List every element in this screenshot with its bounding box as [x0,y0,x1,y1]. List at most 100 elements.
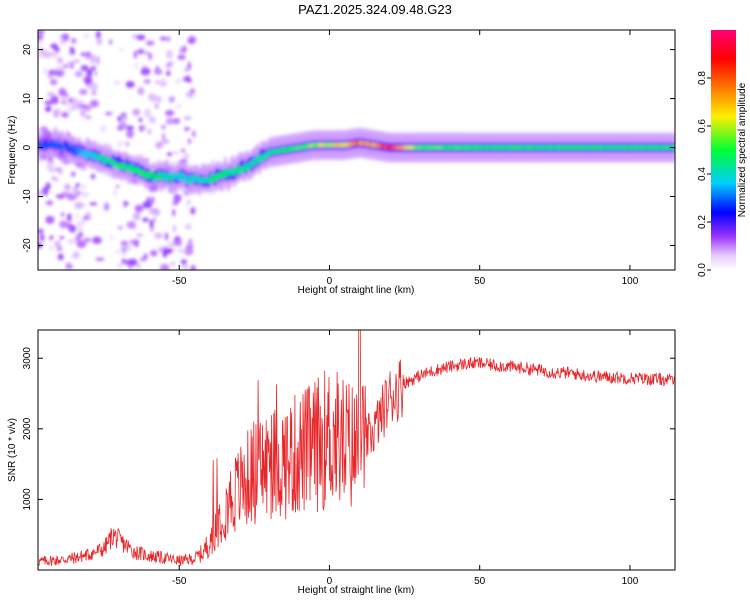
spectral-noise-blob [45,182,51,190]
spectral-noise-blob [160,36,166,41]
spectral-noise-blob [179,47,183,54]
spectral-noise-blob [83,237,92,243]
spectral-noise-blob [165,62,173,69]
spectral-noise-blob [136,263,141,269]
spectral-noise-blob [124,201,129,206]
spectral-noise-blob [177,248,187,253]
spectral-noise-blob [161,138,170,145]
spectral-noise-blob [72,251,80,259]
spectral-noise-blob [144,253,148,260]
spectral-noise-blob [125,141,130,147]
spectral-noise-blob [58,87,67,97]
spectral-noise-blob [186,199,191,203]
x-tick-label: -50 [172,576,187,587]
spectral-noise-blob [75,183,81,187]
spectral-noise-blob [90,173,96,180]
spectral-noise-blob [80,192,90,198]
spectral-noise-blob [67,238,78,245]
spectral-noise-blob [140,67,151,76]
spectral-noise-blob [186,202,190,208]
spectral-noise-blob [136,233,143,237]
spectral-noise-blob [72,105,76,109]
spectral-noise-blob [122,116,128,121]
spectral-noise-blob [172,117,181,124]
spectral-noise-blob [120,240,129,246]
spectral-noise-blob [92,236,102,244]
spectral-noise-blob [115,250,120,254]
colorbar-tick-label: 0.4 [697,167,708,181]
spectral-noise-blob [73,59,80,64]
snr-panel: -50 0 50 100 1000 2000 3000 Height of straigh… [7,329,676,596]
spectral-noise-blob [149,219,154,228]
spectral-noise-blob [117,116,123,122]
spectral-noise-blob [89,202,98,206]
spectral-noise-blob [116,143,123,147]
spectral-noise-blob [109,235,114,240]
y-tick-label: 1000 [22,488,33,511]
spectral-noise-blob [136,34,146,41]
snr-frame [37,329,676,571]
spectral-noise-blob [150,196,155,204]
spectral-noise-blob [50,43,58,49]
spectral-noise-blob [78,104,89,108]
spectral-noise-blob [166,70,171,76]
spectral-noise-blob [141,217,149,222]
spectral-noise-blob [149,116,157,124]
spectral-ridge-core [72,144,76,151]
spectral-noise-blob [95,257,105,261]
spectral-noise-blob [182,76,191,82]
spectral-noise-blob [147,128,152,135]
spectral-noise-blob [41,50,52,59]
spectral-noise-blob [46,91,56,97]
spectral-noise-blob [124,259,135,266]
spectral-noise-blob [79,88,88,96]
spectral-noise-blob [120,139,124,144]
spectral-noise-blob [180,148,186,153]
spectral-noise-blob [125,125,134,131]
spectrogram-panel: -50 0 50 100 -20 -10 0 10 20 Height of straight… [7,29,676,296]
spectral-noise-blob [65,262,72,266]
spectral-noise-blob [82,33,89,39]
x-tick-label: 0 [327,576,333,587]
spectral-noise-blob [166,152,173,157]
spectral-noise-blob [39,233,45,242]
spectral-noise-blob [90,56,95,64]
spectral-noise-blob [99,124,107,133]
spectral-noise-blob [185,91,195,98]
spectral-noise-blob [38,228,44,234]
spectral-ridge-core [169,177,174,184]
colorbar-tick-label: 0.2 [697,215,708,229]
spectral-noise-blob [185,223,192,230]
spectral-noise-blob [75,213,79,219]
spectral-noise-blob [133,212,141,221]
spectral-noise-blob [104,111,113,116]
spectral-noise-blob [126,129,135,139]
spectral-noise-blob [165,117,174,125]
spectral-noise-blob [64,183,71,191]
spectral-noise-blob [133,50,137,59]
spectrogram-y-axis: -20 -10 0 10 20 [22,44,675,253]
spectral-noise-blob [76,240,87,249]
snr-x-axis: -50 0 50 100 [172,330,639,587]
spectral-noise-blob [116,263,122,269]
x-tick-label: 100 [622,276,639,287]
spectral-noise-blob [54,66,65,71]
spectral-noise-blob [79,184,87,190]
spectral-noise-blob [184,67,189,72]
spectral-noise-blob [187,40,195,44]
spectral-noise-blob [153,69,163,75]
spectral-noise-blob [190,207,196,215]
spectral-noise-blob [169,261,176,267]
spectral-noise-blob [58,166,63,176]
spectrogram-x-label: Height of straight line (km) [298,285,415,296]
snr-x-label: Height of straight line (km) [298,585,415,596]
spectral-noise-blob [125,81,135,88]
spectral-noise-blob [184,127,190,132]
spectral-noise-blob [54,240,61,248]
spectral-noise-blob [168,96,175,103]
spectral-noise-blob [132,108,141,116]
x-tick-label: 50 [474,276,486,287]
x-tick-label: -50 [172,276,187,287]
spectral-noise-blob [172,151,179,155]
spectral-noise-blob [61,212,65,217]
